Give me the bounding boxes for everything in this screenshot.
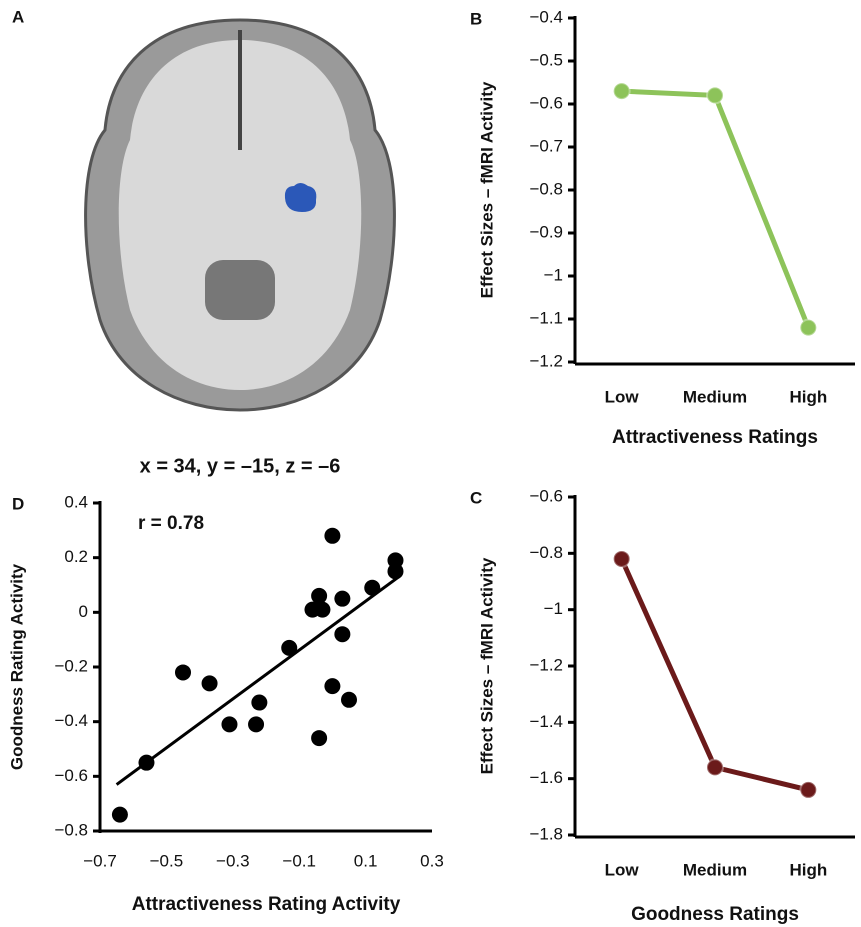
y-tick-label: −0.6 xyxy=(54,766,88,785)
x-tick-label: −0.1 xyxy=(282,851,316,870)
data-point xyxy=(314,602,330,618)
y-tick-label: −0.8 xyxy=(54,820,88,839)
y-tick-label: −1.1 xyxy=(529,308,563,327)
y-axis-label: Effect Sizes – fMRI Activity xyxy=(477,557,496,774)
data-point xyxy=(248,716,264,732)
y-tick-label: −0.7 xyxy=(529,136,563,155)
x-tick-label: High xyxy=(789,387,827,406)
data-point xyxy=(175,664,191,680)
y-tick-label: −1.2 xyxy=(529,655,563,674)
data-point xyxy=(281,640,297,656)
figure: A x = 34, y = –15, z = –6 B −0.4 −0.5 −0.6 −… xyxy=(0,0,861,927)
y-tick-label: −0.4 xyxy=(54,711,88,730)
coordinates-caption: x = 34, y = –15, z = –6 xyxy=(140,455,341,477)
data-point xyxy=(334,591,350,607)
y-axis-label: Effect Sizes – fMRI Activity xyxy=(477,81,496,298)
x-tick-label: −0.3 xyxy=(216,851,250,870)
data-point xyxy=(138,755,154,771)
data-point xyxy=(251,695,267,711)
data-point xyxy=(800,320,816,336)
data-point xyxy=(614,83,630,99)
trend-line xyxy=(117,577,399,785)
data-point xyxy=(334,626,350,642)
y-tick-label: −0.4 xyxy=(529,7,563,26)
data-point xyxy=(800,782,816,798)
y-tick-label: −1 xyxy=(544,265,563,284)
y-tick-label: −0.8 xyxy=(529,179,563,198)
x-tick-label: Low xyxy=(605,387,640,406)
panel-label: C xyxy=(470,488,482,507)
data-line xyxy=(622,559,809,790)
roi-blob xyxy=(285,183,316,212)
data-point xyxy=(614,551,630,567)
data-point xyxy=(311,730,327,746)
brainstem xyxy=(205,260,275,320)
data-point xyxy=(202,675,218,691)
x-tick-label: Medium xyxy=(683,860,747,879)
x-axis-label: Goodness Ratings xyxy=(631,904,799,925)
y-tick-label: −0.6 xyxy=(529,93,563,112)
data-point xyxy=(221,716,237,732)
y-tick-label: 0.2 xyxy=(64,547,88,566)
data-point xyxy=(707,87,723,103)
y-tick-label: −1.4 xyxy=(529,712,563,731)
y-tick-label: −0.8 xyxy=(529,543,563,562)
panel-label: B xyxy=(470,9,482,28)
y-tick-label: 0 xyxy=(79,602,88,621)
annotation: r = 0.78 xyxy=(138,513,204,534)
y-tick-label: −1.6 xyxy=(529,768,563,787)
x-axis-label: Attractiveness Rating Activity xyxy=(132,894,401,915)
x-tick-label: Medium xyxy=(683,387,747,406)
x-tick-label: 0.1 xyxy=(354,851,378,870)
data-line xyxy=(622,91,809,328)
x-axis-label: Attractiveness Ratings xyxy=(612,427,818,448)
y-tick-label: 0.4 xyxy=(64,492,88,511)
y-tick-label: −1.2 xyxy=(529,351,563,370)
y-axis-label: Goodness Rating Activity xyxy=(7,563,26,770)
data-point xyxy=(387,563,403,579)
y-tick-label: −0.9 xyxy=(529,222,563,241)
data-point xyxy=(324,528,340,544)
y-tick-label: −0.2 xyxy=(54,656,88,675)
data-point xyxy=(341,692,357,708)
y-tick-label: −0.5 xyxy=(529,50,563,69)
x-tick-label: High xyxy=(789,860,827,879)
y-tick-label: −0.6 xyxy=(529,486,563,505)
data-point xyxy=(324,678,340,694)
x-tick-label: −0.5 xyxy=(150,851,184,870)
y-tick-label: −1.8 xyxy=(529,824,563,843)
brain-image xyxy=(86,20,395,410)
data-point xyxy=(311,588,327,604)
x-tick-label: 0.3 xyxy=(420,851,444,870)
x-tick-label: Low xyxy=(605,860,640,879)
data-point xyxy=(112,807,128,823)
x-tick-label: −0.7 xyxy=(83,851,117,870)
data-point xyxy=(707,759,723,775)
panel-label: A xyxy=(12,7,24,26)
panel-label: D xyxy=(12,494,24,513)
y-tick-label: −1 xyxy=(544,599,563,618)
data-point xyxy=(364,580,380,596)
